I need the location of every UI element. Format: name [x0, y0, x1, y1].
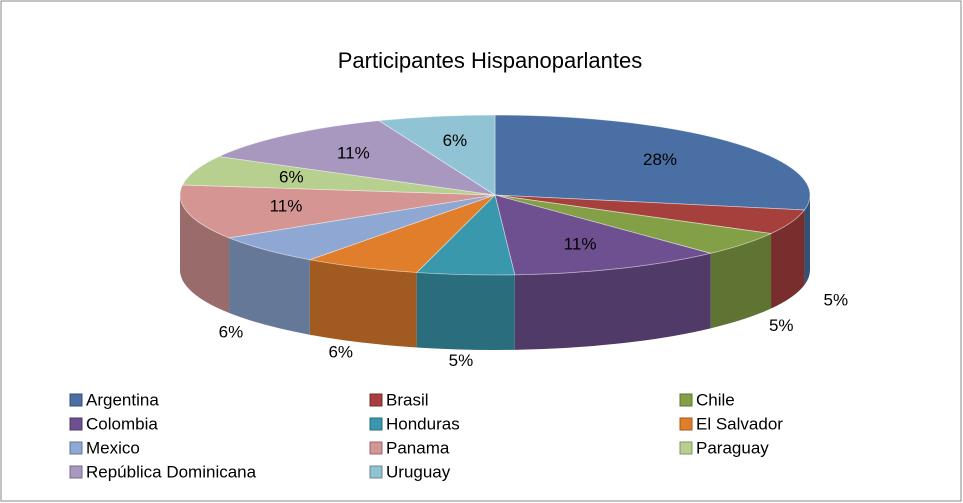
legend-swatch: [369, 417, 383, 431]
data-label: 6%: [328, 343, 353, 362]
slice: [217, 120, 496, 196]
slice-side: [514, 253, 711, 350]
legend-label: Argentina: [86, 390, 159, 409]
slice-side: [416, 272, 515, 351]
data-label: 11%: [337, 144, 370, 163]
slice: [494, 114, 811, 211]
legend-swatch: [369, 441, 383, 455]
data-label: 6%: [443, 131, 468, 150]
legend-swatch: [679, 417, 693, 431]
legend-swatch: [69, 417, 83, 431]
data-label: 5%: [449, 351, 474, 370]
legend-swatch: [369, 465, 383, 479]
data-label: 28%: [643, 150, 677, 169]
legend-label: Panama: [386, 438, 450, 457]
legend-label: República Dominicana: [86, 462, 257, 481]
slice-side: [710, 233, 772, 329]
legend-label: Chile: [696, 390, 735, 409]
slice: [227, 194, 496, 261]
slice-side: [804, 195, 810, 285]
legend-swatch: [69, 393, 83, 407]
chart-title: Participantes Hispanoparlantes: [338, 48, 643, 73]
legend-label: Mexico: [86, 438, 140, 457]
data-label: 5%: [769, 316, 794, 335]
slice-side: [229, 237, 310, 335]
legend-label: Colombia: [86, 414, 158, 433]
data-label: 6%: [279, 168, 304, 187]
slice: [308, 194, 496, 273]
legend-label: Uruguay: [386, 462, 451, 481]
legend-label: Brasil: [386, 390, 429, 409]
slice: [181, 156, 496, 196]
slice-side: [180, 195, 230, 313]
data-label: 11%: [564, 234, 597, 253]
data-label: 6%: [219, 322, 244, 341]
slice-side: [309, 259, 417, 348]
legend-swatch: [679, 393, 693, 407]
legend-label: Paraguay: [696, 438, 769, 457]
slice: [494, 194, 711, 276]
legend-swatch: [369, 393, 383, 407]
slice-side: [771, 209, 805, 309]
data-label: 11%: [270, 196, 303, 215]
slice: [377, 114, 496, 196]
legend-label: Honduras: [386, 414, 460, 433]
legend-swatch: [69, 465, 83, 479]
legend-label: El Salvador: [696, 414, 783, 433]
slice: [179, 184, 496, 239]
legend-swatch: [69, 441, 83, 455]
legend-swatch: [679, 441, 693, 455]
data-label: 5%: [824, 291, 849, 310]
